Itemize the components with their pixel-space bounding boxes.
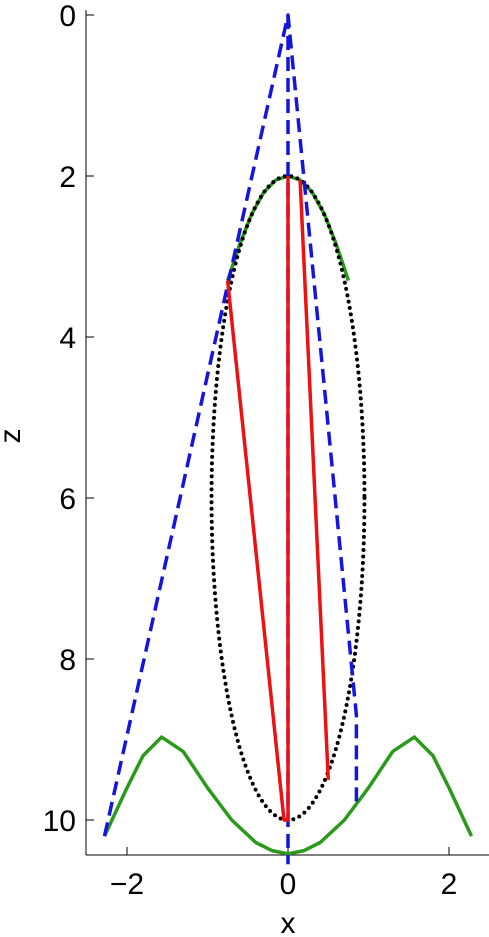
plot-area xyxy=(102,13,474,865)
series-solid-5 xyxy=(225,176,290,822)
x-tick-label: 0 xyxy=(280,868,297,901)
series-solid-1 xyxy=(102,735,474,856)
y-tick-label: 0 xyxy=(59,0,76,33)
y-axis-label: z xyxy=(0,429,27,444)
y-tick-label: 4 xyxy=(59,322,76,355)
x-tick-label: −2 xyxy=(110,868,144,901)
series-solid-6 xyxy=(298,179,331,780)
y-tick-label: 10 xyxy=(43,805,76,838)
series-dashed-3 xyxy=(102,13,359,837)
x-tick-label: 2 xyxy=(441,868,458,901)
y-tick-label: 2 xyxy=(59,161,76,194)
x-axis-label: x xyxy=(281,907,296,937)
tick-labels: 0 2 4 6 8 10 −2 0 2 xyxy=(43,0,458,901)
y-tick-label: 8 xyxy=(59,644,76,677)
y-tick-label: 6 xyxy=(59,483,76,516)
